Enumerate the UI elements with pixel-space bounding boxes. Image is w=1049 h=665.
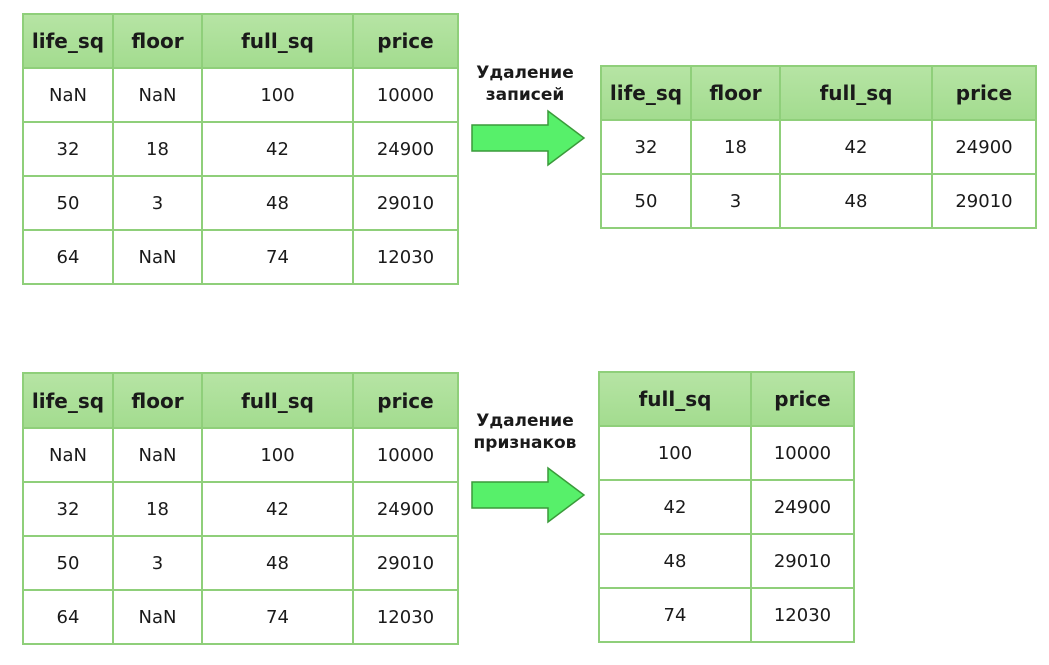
- column-header: life_sq: [22, 13, 114, 69]
- column-header: life_sq: [22, 372, 114, 429]
- table-cell: 48: [201, 535, 354, 591]
- table-cell: 10000: [352, 427, 459, 483]
- table-cell: 50: [600, 173, 692, 229]
- table-row: NaN NaN 100 10000: [22, 427, 459, 483]
- table-cell: 100: [201, 67, 354, 123]
- top-arrow-label-line1: Удаление: [476, 63, 574, 83]
- table-cell: NaN: [22, 67, 114, 123]
- table-cell: 24900: [352, 121, 459, 177]
- table-row: 50 3 48 29010: [600, 173, 1037, 229]
- table-cell: 100: [598, 425, 752, 481]
- header-row: life_sq floor full_sq price: [22, 13, 459, 69]
- header-row: full_sq price: [598, 371, 855, 427]
- table-cell: 50: [22, 175, 114, 231]
- table-cell: 42: [598, 479, 752, 535]
- column-header: full_sq: [779, 65, 933, 121]
- table-row: 74 12030: [598, 587, 855, 643]
- table-cell: 74: [201, 589, 354, 645]
- column-header: floor: [112, 13, 203, 69]
- table-cell: 3: [690, 173, 781, 229]
- bottom-source-table: life_sq floor full_sq price NaN NaN 100 10000 32…: [22, 372, 459, 645]
- table-cell: 29010: [750, 533, 855, 589]
- table-cell: 42: [779, 119, 933, 175]
- table-cell: NaN: [112, 67, 203, 123]
- table-cell: 3: [112, 175, 203, 231]
- table-cell: 32: [22, 481, 114, 537]
- bottom-arrow-label-line1: Удаление: [476, 411, 574, 431]
- table-cell: 64: [22, 229, 114, 285]
- column-header: price: [352, 13, 459, 69]
- table-row: 64 NaN 74 12030: [22, 589, 459, 645]
- top-arrow-label: Удаление записей: [465, 62, 585, 106]
- table-cell: 48: [201, 175, 354, 231]
- bottom-arrow-label: Удаление признаков: [465, 410, 585, 454]
- table-cell: NaN: [112, 427, 203, 483]
- table-row: 50 3 48 29010: [22, 175, 459, 231]
- column-header: price: [931, 65, 1037, 121]
- table-cell: NaN: [112, 229, 203, 285]
- bottom-arrow-label-line2: признаков: [473, 433, 577, 453]
- column-header: floor: [112, 372, 203, 429]
- table-cell: 29010: [931, 173, 1037, 229]
- table-row: 48 29010: [598, 533, 855, 589]
- header-row: life_sq floor full_sq price: [600, 65, 1037, 121]
- table-cell: NaN: [22, 427, 114, 483]
- table-cell: 24900: [931, 119, 1037, 175]
- table-row: 32 18 42 24900: [22, 481, 459, 537]
- table-cell: 24900: [750, 479, 855, 535]
- table-cell: 18: [690, 119, 781, 175]
- table-row: 32 18 42 24900: [22, 121, 459, 177]
- table-cell: 10000: [750, 425, 855, 481]
- table-cell: 48: [598, 533, 752, 589]
- table-cell: 12030: [352, 589, 459, 645]
- table-cell: 74: [598, 587, 752, 643]
- table-cell: 10000: [352, 67, 459, 123]
- column-header: full_sq: [201, 13, 354, 69]
- table-row: 50 3 48 29010: [22, 535, 459, 591]
- table-cell: 3: [112, 535, 203, 591]
- table-cell: 24900: [352, 481, 459, 537]
- table-cell: NaN: [112, 589, 203, 645]
- table-cell: 42: [201, 121, 354, 177]
- table-cell: 48: [779, 173, 933, 229]
- top-arrow-label-line2: записей: [485, 85, 565, 105]
- bottom-right-arrow-icon: [471, 466, 586, 524]
- table-cell: 12030: [352, 229, 459, 285]
- table-cell: 18: [112, 121, 203, 177]
- column-header: price: [352, 372, 459, 429]
- table-cell: 29010: [352, 175, 459, 231]
- column-header: full_sq: [598, 371, 752, 427]
- top-right-arrow-icon: [471, 109, 586, 167]
- table-cell: 50: [22, 535, 114, 591]
- top-result-table: life_sq floor full_sq price 32 18 42 24900 50 3 48…: [600, 65, 1037, 229]
- table-cell: 32: [22, 121, 114, 177]
- table-row: 32 18 42 24900: [600, 119, 1037, 175]
- table-cell: 12030: [750, 587, 855, 643]
- table-row: 100 10000: [598, 425, 855, 481]
- column-header: full_sq: [201, 372, 354, 429]
- table-cell: 29010: [352, 535, 459, 591]
- bottom-result-table: full_sq price 100 10000 42 24900 48 29010 74 1203…: [598, 371, 855, 643]
- header-row: life_sq floor full_sq price: [22, 372, 459, 429]
- table-row: NaN NaN 100 10000: [22, 67, 459, 123]
- top-source-table: life_sq floor full_sq price NaN NaN 100 10000 32…: [22, 13, 459, 285]
- table-row: 64 NaN 74 12030: [22, 229, 459, 285]
- table-cell: 42: [201, 481, 354, 537]
- column-header: floor: [690, 65, 781, 121]
- table-cell: 64: [22, 589, 114, 645]
- table-cell: 74: [201, 229, 354, 285]
- column-header: life_sq: [600, 65, 692, 121]
- table-cell: 18: [112, 481, 203, 537]
- table-row: 42 24900: [598, 479, 855, 535]
- table-cell: 32: [600, 119, 692, 175]
- column-header: price: [750, 371, 855, 427]
- table-cell: 100: [201, 427, 354, 483]
